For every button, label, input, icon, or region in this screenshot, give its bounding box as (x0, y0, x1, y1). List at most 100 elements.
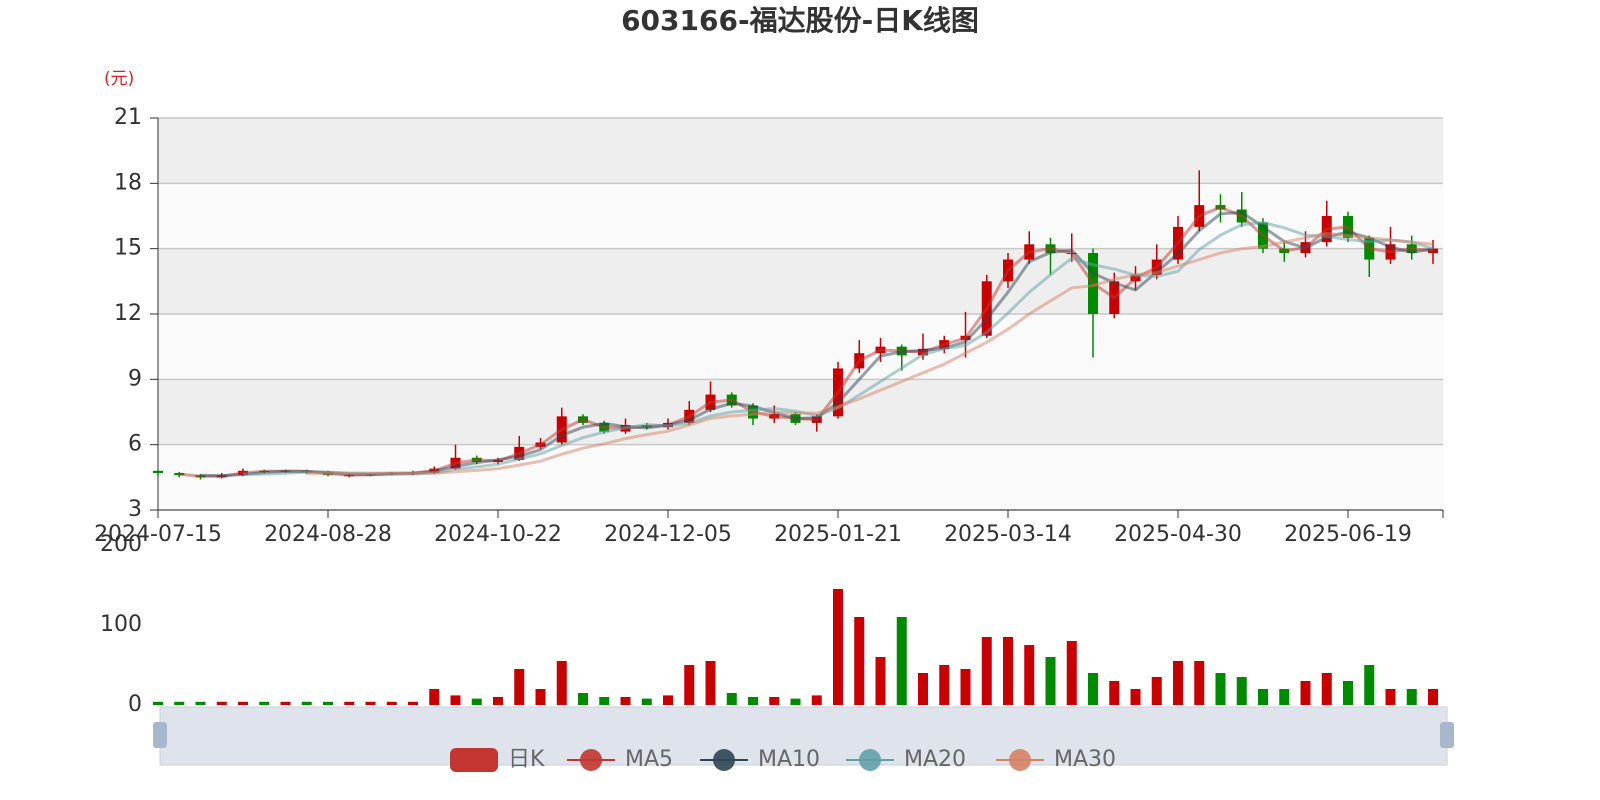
volume-bar (705, 661, 716, 705)
volume-bar (1173, 661, 1183, 705)
volume-bar (1066, 641, 1077, 705)
volume-bar (1194, 661, 1205, 705)
ma-line (306, 231, 1434, 475)
y-tick-label: 18 (114, 170, 142, 195)
volume-bar (875, 657, 886, 705)
volume-bar (918, 673, 928, 705)
volume-bar (493, 697, 503, 705)
volume-bar (1406, 689, 1417, 705)
volume-bar (769, 697, 780, 705)
volume-bar (939, 665, 950, 705)
x-tick-label: 2024-10-22 (434, 522, 562, 547)
volume-bar (960, 669, 971, 705)
plot-band (158, 444, 1443, 510)
volume-bar (1045, 657, 1056, 705)
volume-tick-label: 200 (100, 532, 142, 557)
volume-bar (599, 697, 610, 705)
volume-bar (408, 701, 418, 705)
volume-bar (981, 637, 992, 705)
volume-bar (556, 661, 567, 705)
x-tick-label: 2024-12-05 (604, 522, 732, 547)
volume-bar (1130, 689, 1141, 705)
zoom-handle-right[interactable] (1440, 722, 1454, 748)
legend-icon (859, 749, 881, 771)
volume-bar (280, 701, 291, 705)
y-tick-label: 9 (128, 366, 142, 391)
volume-bar (259, 701, 270, 705)
volume-bar (854, 617, 865, 705)
volume-bar (1109, 681, 1120, 705)
volume-bar (1215, 673, 1226, 705)
volume-bar (450, 695, 461, 705)
y-tick-label: 15 (114, 236, 142, 261)
legend-label: MA10 (758, 747, 820, 772)
volume-bar (1364, 665, 1375, 705)
plot-band (158, 118, 1443, 184)
volume-bar (1024, 645, 1035, 705)
volume-bar (323, 701, 333, 705)
x-tick-label: 2025-06-19 (1284, 522, 1412, 547)
volume-bar (811, 695, 822, 705)
legend-label: MA5 (625, 747, 673, 772)
y-tick-label: 12 (114, 301, 142, 326)
volume-bar (641, 698, 652, 705)
zoom-track[interactable] (159, 706, 1448, 766)
y-tick-label: 6 (128, 432, 142, 457)
volume-bar (1343, 681, 1353, 705)
volume-bar (620, 697, 631, 705)
volume-bar (833, 589, 843, 705)
volume-bar (216, 701, 227, 705)
legend-label: MA20 (904, 747, 966, 772)
volume-bar (1236, 677, 1247, 705)
volume-bar (748, 697, 758, 705)
volume-bar (1300, 681, 1311, 705)
volume-bar (1003, 637, 1013, 705)
volume-tick-label: 0 (128, 692, 142, 717)
volume-bar (429, 689, 440, 705)
volume-bar (896, 617, 907, 705)
legend-icon (580, 749, 602, 771)
plot-band (158, 183, 1443, 249)
volume-bar (790, 698, 801, 705)
volume-bar (153, 701, 163, 705)
zoom-handle-left[interactable] (153, 722, 167, 748)
chart-title: 603166-福达股份-日K线图 (621, 4, 979, 37)
x-tick-label: 2024-07-15 (94, 522, 222, 547)
y-tick-label: 21 (114, 105, 142, 130)
volume-bar (1258, 689, 1268, 705)
candle-body (1428, 248, 1438, 254)
candle-body (174, 472, 185, 476)
volume-bar (1088, 673, 1098, 705)
volume-tick-label: 100 (100, 612, 142, 637)
plot-band (158, 248, 1443, 314)
volume-bar (1428, 689, 1438, 705)
x-tick-label: 2024-08-28 (264, 522, 392, 547)
volume-bar (684, 665, 695, 705)
volume-bar (344, 701, 355, 705)
legend-label: 日K (508, 747, 545, 772)
legend-label: MA30 (1054, 747, 1116, 772)
volume-bar (578, 693, 588, 705)
volume-bar (195, 701, 206, 705)
legend: 日K MA5 MA10 MA20 MA30 (450, 747, 1116, 772)
volume-bar (1151, 677, 1162, 705)
y-unit: (元) (104, 69, 134, 89)
x-tick-label: 2025-03-14 (944, 522, 1072, 547)
x-tick-label: 2025-01-21 (774, 522, 902, 547)
legend-icon (1009, 749, 1031, 771)
volume-bar (1321, 673, 1332, 705)
volume-bar (535, 689, 546, 705)
candle-body (153, 470, 163, 473)
volume-bar (514, 669, 525, 705)
volume-bar (174, 701, 185, 705)
volume-bar (365, 701, 376, 705)
volume-bar (238, 701, 248, 705)
volume-bar (1279, 689, 1290, 705)
legend-icon (713, 749, 735, 771)
data-zoom[interactable] (153, 706, 1454, 766)
volume-bar (471, 698, 482, 705)
volume-bar (726, 693, 737, 705)
volume-bar (1385, 689, 1396, 705)
y-tick-label: 3 (128, 497, 142, 522)
